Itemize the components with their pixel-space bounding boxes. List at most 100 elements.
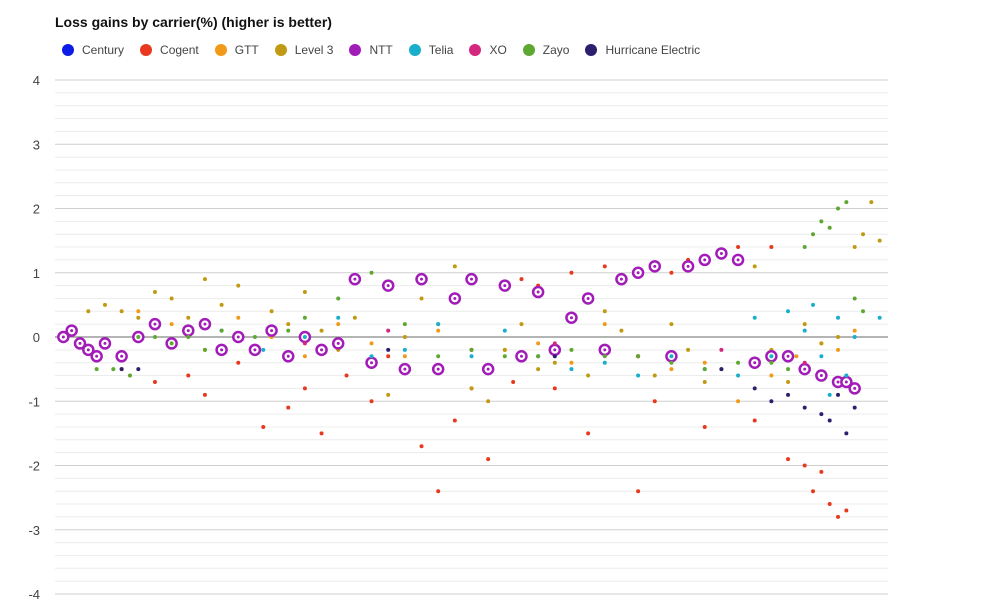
point-cogent bbox=[236, 360, 241, 365]
point-telia bbox=[402, 347, 407, 352]
point-zayo bbox=[669, 360, 674, 365]
point-gtt bbox=[402, 354, 407, 359]
legend-label-gtt: GTT bbox=[234, 43, 259, 57]
point-telia bbox=[844, 373, 849, 378]
point-telia bbox=[877, 315, 882, 320]
y-tick-label: -2 bbox=[28, 459, 40, 474]
point-level-3 bbox=[652, 373, 657, 378]
point-zayo bbox=[802, 245, 807, 250]
point-gtt bbox=[794, 354, 799, 359]
point-gtt bbox=[369, 341, 374, 346]
legend-item-hurricane-electric[interactable]: Hurricane Electric bbox=[585, 43, 700, 57]
point-level-3 bbox=[836, 335, 841, 339]
point-level-3 bbox=[319, 328, 324, 333]
point-level-3 bbox=[586, 373, 591, 378]
point-level-3 bbox=[419, 296, 424, 301]
point-level-3 bbox=[686, 347, 691, 352]
point-level-3 bbox=[536, 367, 541, 372]
point-cogent bbox=[436, 489, 441, 494]
point-cogent bbox=[802, 463, 807, 468]
point-zayo bbox=[127, 373, 132, 378]
point-center-ntt bbox=[486, 367, 490, 371]
point-level-3 bbox=[486, 399, 491, 404]
y-tick-label: 1 bbox=[33, 266, 40, 281]
legend-item-gtt[interactable]: GTT bbox=[214, 43, 259, 57]
point-cogent bbox=[844, 508, 849, 513]
point-telia bbox=[302, 335, 307, 339]
point-cogent bbox=[836, 514, 841, 519]
point-gtt bbox=[436, 328, 441, 333]
point-center-ntt bbox=[453, 296, 457, 300]
point-zayo bbox=[169, 341, 174, 346]
legend: Century Cogent GTT Level 3 NTT Telia XO … bbox=[62, 43, 702, 57]
point-zayo bbox=[836, 206, 841, 211]
chart-title: Loss gains by carrier(%) (higher is bett… bbox=[55, 14, 332, 30]
point-cogent bbox=[552, 386, 557, 391]
point-hurricane-electric bbox=[719, 367, 724, 372]
point-telia bbox=[827, 392, 832, 397]
point-level-3 bbox=[802, 322, 807, 327]
point-center-ntt bbox=[186, 329, 190, 333]
point-zayo bbox=[502, 354, 507, 359]
point-cogent bbox=[286, 405, 291, 410]
point-xo bbox=[552, 341, 557, 346]
point-zayo bbox=[94, 367, 99, 372]
point-level-3 bbox=[861, 232, 866, 237]
point-telia bbox=[769, 354, 774, 359]
point-cogent bbox=[302, 386, 307, 391]
point-center-ntt bbox=[203, 322, 207, 326]
point-cogent bbox=[519, 277, 524, 282]
point-level-3 bbox=[219, 302, 224, 307]
point-level-3 bbox=[819, 341, 824, 346]
point-level-3 bbox=[519, 322, 524, 327]
point-telia bbox=[369, 354, 374, 359]
point-zayo bbox=[569, 347, 574, 352]
point-xo bbox=[386, 328, 391, 333]
point-level-3 bbox=[752, 264, 757, 269]
point-hurricane-electric bbox=[819, 412, 824, 417]
point-gtt bbox=[736, 399, 741, 404]
point-center-ntt bbox=[153, 322, 157, 326]
point-gtt bbox=[769, 373, 774, 378]
point-hurricane-electric bbox=[836, 392, 841, 397]
point-center-ntt bbox=[78, 341, 82, 345]
legend-item-level3[interactable]: Level 3 bbox=[274, 43, 333, 57]
point-center-ntt bbox=[686, 264, 690, 268]
point-center-ntt bbox=[636, 271, 640, 275]
legend-item-xo[interactable]: XO bbox=[469, 43, 507, 57]
y-tick-label: -4 bbox=[28, 587, 40, 602]
legend-item-zayo[interactable]: Zayo bbox=[522, 43, 569, 57]
point-gtt bbox=[236, 315, 241, 320]
point-cogent bbox=[486, 457, 491, 462]
point-gtt bbox=[336, 322, 341, 327]
legend-item-ntt[interactable]: NTT bbox=[349, 43, 393, 57]
point-zayo bbox=[811, 232, 816, 237]
legend-item-cogent[interactable]: Cogent bbox=[140, 43, 199, 57]
y-tick-label: 3 bbox=[33, 137, 40, 152]
point-center-ntt bbox=[86, 348, 90, 352]
point-zayo bbox=[152, 335, 157, 339]
point-hurricane-electric bbox=[752, 386, 757, 391]
point-cogent bbox=[186, 373, 191, 378]
point-zayo bbox=[111, 367, 116, 372]
point-cogent bbox=[786, 457, 791, 462]
point-center-ntt bbox=[603, 348, 607, 352]
legend-item-century[interactable]: Century bbox=[62, 43, 124, 57]
point-cogent bbox=[702, 424, 707, 429]
point-center-ntt bbox=[386, 284, 390, 288]
point-zayo bbox=[402, 322, 407, 327]
point-center-ntt bbox=[320, 348, 324, 352]
point-hurricane-electric bbox=[119, 367, 124, 372]
point-gtt bbox=[602, 322, 607, 327]
point-center-ntt bbox=[503, 284, 507, 288]
y-tick-label: 4 bbox=[33, 73, 40, 88]
point-cogent bbox=[344, 373, 349, 378]
point-gtt bbox=[536, 341, 541, 346]
point-center-ntt bbox=[519, 354, 523, 358]
legend-item-telia[interactable]: Telia bbox=[408, 43, 453, 57]
point-cogent bbox=[769, 245, 774, 250]
point-level-3 bbox=[236, 283, 241, 288]
point-level-3 bbox=[119, 309, 124, 314]
point-level-3 bbox=[86, 309, 91, 314]
